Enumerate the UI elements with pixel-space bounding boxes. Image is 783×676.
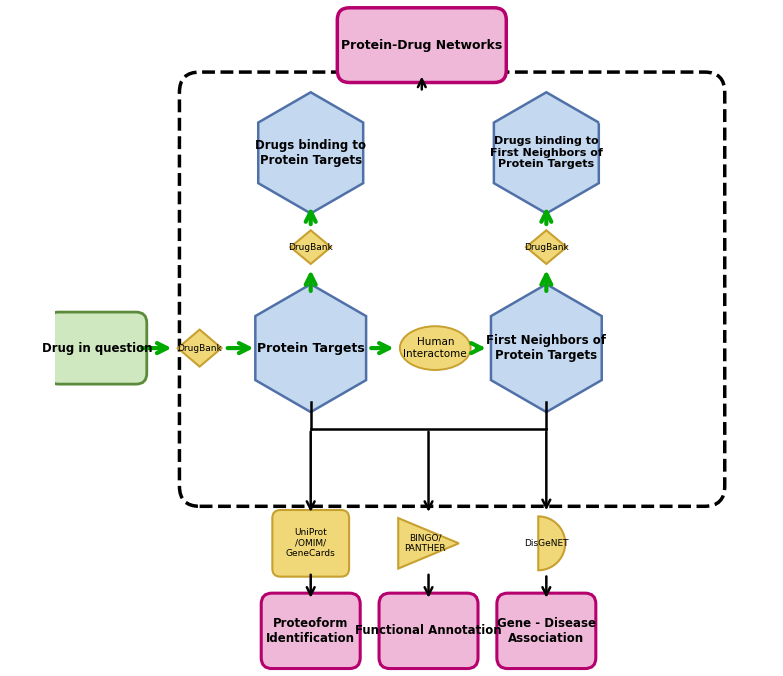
Polygon shape xyxy=(178,330,222,366)
FancyBboxPatch shape xyxy=(497,593,596,669)
FancyBboxPatch shape xyxy=(379,593,478,669)
Text: Proteoform
Identification: Proteoform Identification xyxy=(266,617,355,645)
Polygon shape xyxy=(290,231,331,264)
Polygon shape xyxy=(538,516,565,571)
Polygon shape xyxy=(526,231,567,264)
Text: Drug in question: Drug in question xyxy=(42,341,153,355)
Polygon shape xyxy=(258,92,363,214)
Text: Human
Interactome: Human Interactome xyxy=(403,337,467,359)
Text: DrugBank: DrugBank xyxy=(288,243,333,251)
Text: DrugBank: DrugBank xyxy=(177,343,222,353)
Polygon shape xyxy=(255,284,366,412)
Text: Gene - Disease
Association: Gene - Disease Association xyxy=(497,617,596,645)
Polygon shape xyxy=(491,284,601,412)
FancyBboxPatch shape xyxy=(262,593,360,669)
Text: Functional Annotation: Functional Annotation xyxy=(355,625,502,637)
Text: Protein-Drug Networks: Protein-Drug Networks xyxy=(341,39,503,51)
Text: Drugs binding to
First Neighbors of
Protein Targets: Drugs binding to First Neighbors of Prot… xyxy=(490,137,603,170)
Text: Drugs binding to
Protein Targets: Drugs binding to Protein Targets xyxy=(255,139,366,167)
FancyBboxPatch shape xyxy=(337,8,507,82)
Text: BINGO/
PANTHER: BINGO/ PANTHER xyxy=(404,533,446,553)
Polygon shape xyxy=(494,92,599,214)
Text: Protein Targets: Protein Targets xyxy=(257,341,365,355)
FancyBboxPatch shape xyxy=(48,312,146,384)
Text: UniProt
/OMIM/
GeneCards: UniProt /OMIM/ GeneCards xyxy=(286,529,336,558)
Text: DrugBank: DrugBank xyxy=(524,243,568,251)
Text: DisGeNET: DisGeNET xyxy=(524,539,568,548)
Polygon shape xyxy=(399,518,459,569)
Ellipse shape xyxy=(400,327,471,370)
Text: First Neighbors of
Protein Targets: First Neighbors of Protein Targets xyxy=(486,334,606,362)
FancyBboxPatch shape xyxy=(272,510,349,577)
